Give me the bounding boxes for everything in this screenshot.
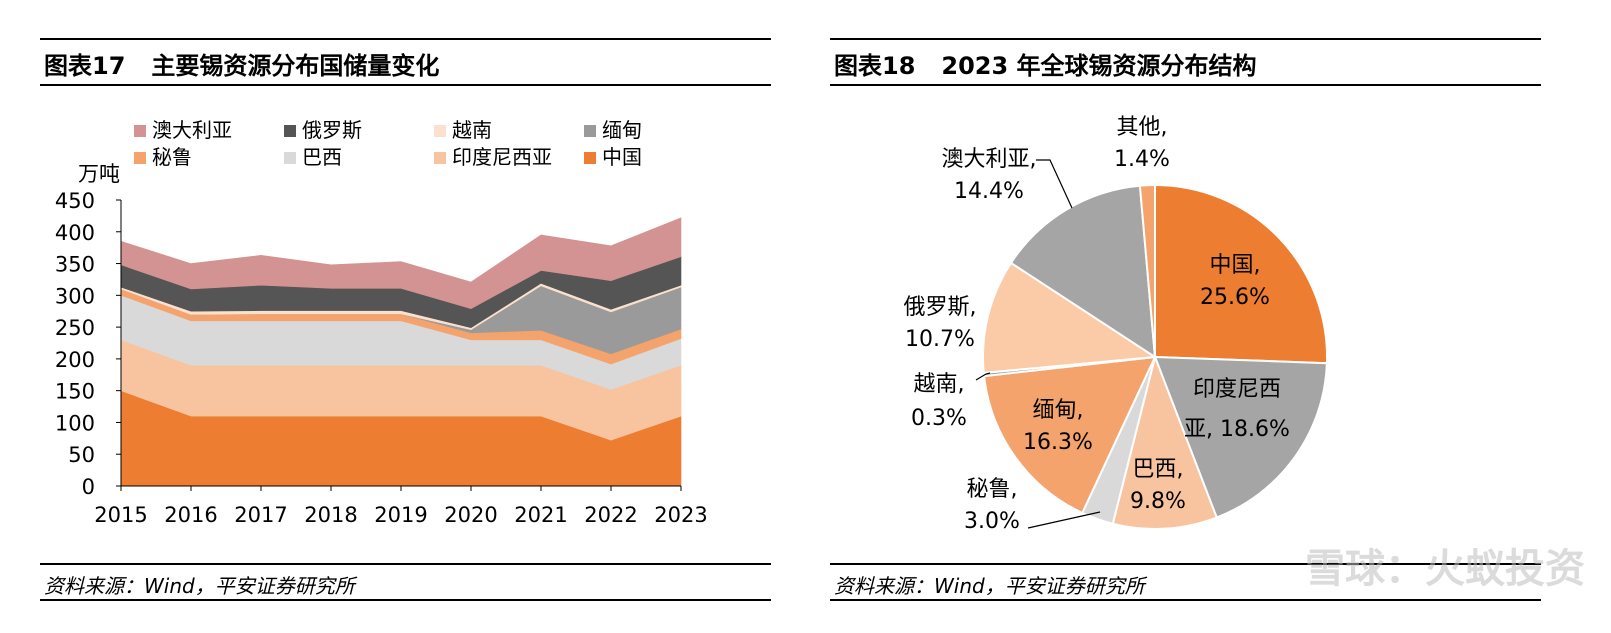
pie-label-name-4: 缅甸, [1033,398,1084,423]
pie-label-pct-1: 亚, 18.6% [1184,417,1290,442]
legend-label-0: 中国 [602,145,642,169]
pie-label-pct-6: 10.7% [905,327,975,352]
legend-label-2: 巴西 [302,145,342,169]
pie-slice-2 [1111,353,1218,530]
y-tick-label: 150 [55,380,95,404]
legend-swatch-1 [434,152,446,164]
y-tick-label: 400 [55,221,95,245]
leader-line-peru [1027,511,1101,529]
y-tick-label: 100 [55,411,95,435]
left-source-bar: 资料来源：Wind，平安证券研究所 [40,563,771,601]
pie-label-pct-0: 25.6% [1200,285,1270,310]
area-series-7 [120,217,682,310]
pie-label-name-7: 澳大利亚, [942,147,1037,172]
left-title-label: 主要锡资源分布国储量变化 [151,52,440,80]
legend-label-7: 澳大利亚 [152,118,232,142]
y-axis-unit: 万吨 [78,162,120,186]
y-tick-label: 300 [55,284,95,308]
legend-swatch-3 [134,152,146,164]
pie-label-name-5: 越南, [914,372,965,397]
leader-line-australia [1036,159,1073,209]
y-tick-label: 250 [55,316,95,340]
legend-label-3: 秘鲁 [152,145,192,169]
x-tick-label: 2015 [94,503,147,527]
legend-swatch-6 [284,125,296,137]
pie-label-name-0: 中国, [1210,253,1261,278]
left-figure-number: 图表17 [44,52,126,80]
x-tick-label: 2016 [164,503,217,527]
left-source-text: 资料来源：Wind，平安证券研究所 [44,574,355,598]
pie-slice-4 [982,355,1157,515]
legend-swatch-2 [284,152,296,164]
y-tick-label: 200 [55,348,95,372]
left-title-bar: 图表17 主要锡资源分布国储量变化 [40,38,771,86]
pie-slice-7 [1009,184,1157,359]
pie-label-name-6: 俄罗斯, [904,295,977,320]
x-tick-label: 2021 [514,503,567,527]
x-tick-label: 2022 [584,503,637,527]
right-panel: 图表18 2023 年全球锡资源分布结构 中国, 25.6% 印度尼西亚, 18.6%… [800,0,1611,633]
x-tick-label: 2023 [654,503,707,527]
legend-label-1: 印度尼西亚 [452,145,552,169]
right-source-text: 资料来源：Wind，平安证券研究所 [834,574,1145,598]
pie-label-name-1: 印度尼西 [1193,377,1281,402]
watermark-text: 雪球：火蚁投资 [1305,546,1585,592]
right-figure-number: 图表18 [834,52,916,80]
pie-chart: 中国, 25.6% 印度尼西亚, 18.6%巴西, 9.8% 秘鲁, 3.0% 缅甸, 16.… [904,115,1328,534]
legend-swatch-4 [584,125,596,137]
pie-label-name-8: 其他, [1117,115,1168,140]
pie-slice-1 [1153,355,1328,519]
left-panel: 图表17 主要锡资源分布国储量变化 0 50 100 150 200 250 300 350 40… [0,0,790,633]
legend-swatch-5 [434,125,446,137]
pie-label-name-2: 巴西, [1133,457,1184,482]
pie-label-pct-5: 0.3% [911,406,967,431]
y-tick-label: 350 [55,253,95,277]
legend-label-5: 越南 [452,118,492,142]
y-tick-label: 50 [68,443,95,467]
pie-label-pct-2: 9.8% [1130,489,1186,514]
right-figure-title: 图表18 2023 年全球锡资源分布结构 [834,46,1257,81]
pie-label-pct-8: 1.4% [1114,147,1170,172]
pie-slice-6 [982,261,1158,374]
legend-swatch-7 [134,125,146,137]
pie-label-pct-3: 3.0% [964,509,1020,534]
legend-label-6: 俄罗斯 [302,118,362,142]
right-source-bar: 资料来源：Wind，平安证券研究所 [830,563,1541,601]
pie-label-pct-4: 16.3% [1023,430,1093,455]
pie-label-pct-7: 14.4% [954,179,1024,204]
left-figure-title: 图表17 主要锡资源分布国储量变化 [44,46,439,81]
x-tick-label: 2017 [234,503,287,527]
pie-slice-8 [1138,183,1156,358]
x-tick-label: 2019 [374,503,427,527]
legend-label-4: 缅甸 [602,118,642,142]
y-tick-label: 450 [55,189,95,213]
x-tick-label: 2018 [304,503,357,527]
right-title-label: 2023 年全球锡资源分布结构 [941,52,1257,80]
stacked-area-chart: 0 50 100 150 200 250 300 350 400 450 2015 2016 2017 2… [55,118,708,527]
x-tick-label: 2020 [444,503,497,527]
pie-label-name-3: 秘鲁, [967,477,1018,502]
legend-swatch-0 [584,152,596,164]
right-title-bar: 图表18 2023 年全球锡资源分布结构 [830,38,1541,86]
pie-slice-0 [1154,183,1328,365]
leader-line-vietnam [975,372,991,381]
y-tick-label: 0 [82,475,95,499]
